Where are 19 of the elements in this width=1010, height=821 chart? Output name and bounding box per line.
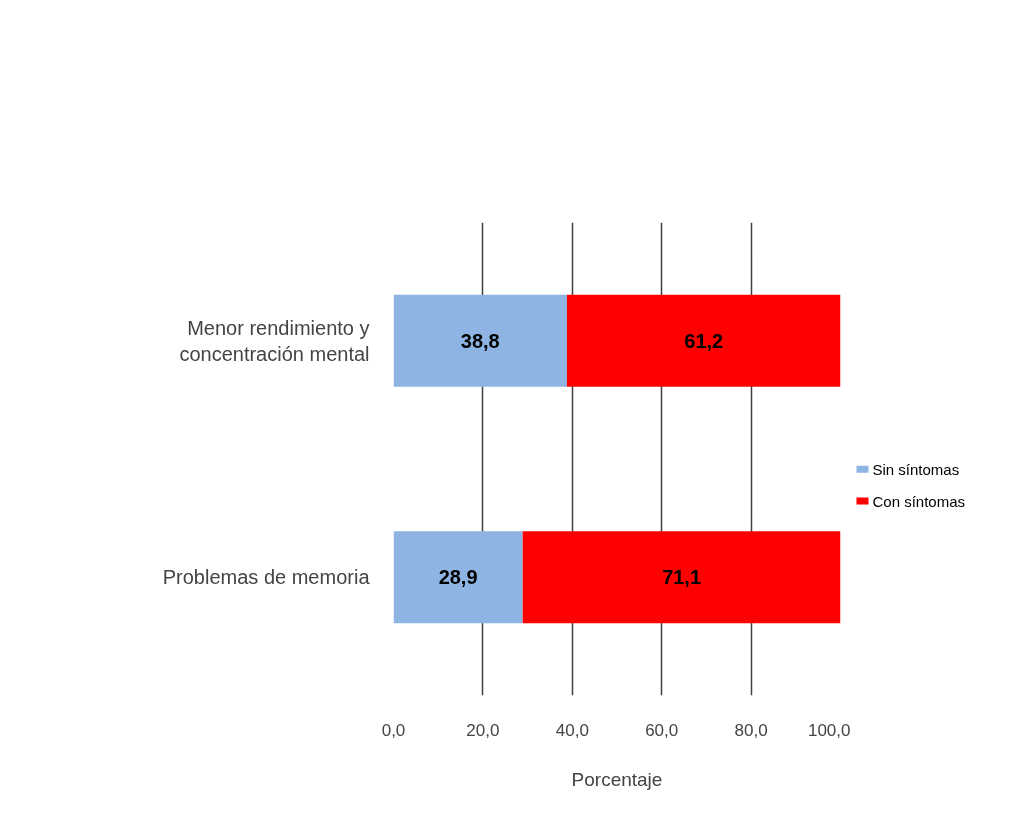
bar bbox=[522, 531, 841, 624]
bar bbox=[566, 294, 841, 387]
y-tick-label: Problemas de memoria bbox=[162, 566, 371, 589]
x-tick-label: 80,0 bbox=[734, 720, 768, 740]
x-tick-label: 60,0 bbox=[645, 720, 679, 740]
x-tick-label: 40,0 bbox=[555, 720, 589, 740]
data-label: 28,9 bbox=[438, 566, 478, 589]
x-tick-label: 20,0 bbox=[466, 720, 500, 740]
bar bbox=[393, 531, 523, 624]
x-tick-label: 0,0 bbox=[381, 720, 406, 740]
data-label: 71,1 bbox=[662, 566, 702, 589]
legend-label: Sin síntomas bbox=[872, 460, 960, 478]
x-tick-label: 100,0 bbox=[807, 720, 851, 740]
x-axis-title: Porcentaje bbox=[571, 768, 663, 790]
y-tick-label: Menor rendimiento y concentración mental bbox=[179, 316, 370, 365]
legend-label: Con síntomas bbox=[872, 492, 966, 510]
bar bbox=[393, 294, 567, 387]
data-label: 38,8 bbox=[460, 329, 500, 352]
data-label: 61,2 bbox=[684, 329, 724, 352]
